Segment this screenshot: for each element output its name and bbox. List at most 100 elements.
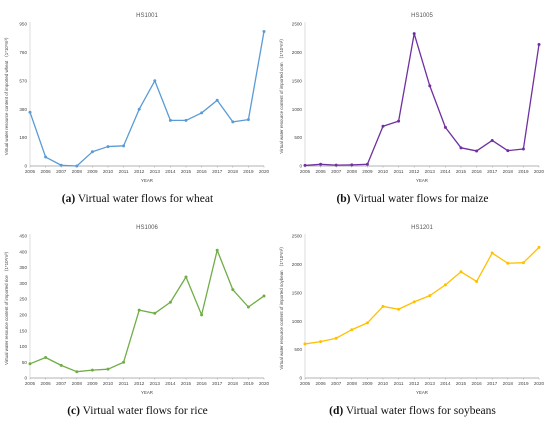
- chart-title: HS1001: [136, 13, 158, 19]
- x-tick-label: 2014: [440, 381, 451, 386]
- chart-panel-wheat: HS1001 0 190 380 570 760 950 2005 2006 2007 2008 20…: [0, 0, 275, 212]
- y-tick-label: 2000: [292, 262, 303, 267]
- x-tick-label: 2009: [362, 381, 373, 386]
- caption-text: Virtual water flows for soybeans: [345, 405, 496, 417]
- y-tick-label: 150: [19, 328, 27, 333]
- data-point: [350, 163, 354, 167]
- x-axis-label: YEAR: [141, 390, 153, 395]
- caption-letter: (c): [67, 405, 80, 417]
- y-tick-label: 500: [294, 347, 302, 352]
- x-tick-label: 2011: [394, 169, 404, 174]
- maize-line-chart: HS1005 0 500 1000 1500 2000 2500 2005 2006 2007 20…: [279, 13, 545, 183]
- x-tick-label: 2010: [103, 381, 114, 386]
- data-point: [521, 261, 525, 265]
- data-point: [153, 79, 157, 83]
- x-axis-label: YEAR: [141, 178, 153, 183]
- x-tick-label: 2009: [87, 169, 98, 174]
- data-point: [490, 138, 494, 142]
- caption-wheat: (a) Virtual water flows for wheat: [0, 193, 275, 205]
- x-tick-label: 2012: [409, 381, 420, 386]
- x-tick-label: 2008: [72, 381, 83, 386]
- x-tick-label: 2014: [165, 169, 176, 174]
- x-tick-label: 2005: [300, 381, 311, 386]
- x-tick-label: 2012: [134, 169, 145, 174]
- caption-letter: (b): [336, 193, 351, 205]
- y-tick-label: 0: [24, 164, 27, 169]
- x-tick-label: 2007: [331, 381, 342, 386]
- chart-panel-soybeans: HS1201 0 500 1000 1500 2000 2500 2005 2006 2007 20…: [275, 212, 550, 424]
- data-point: [106, 367, 110, 371]
- y-tick-label: 1000: [292, 107, 303, 112]
- data-point: [215, 248, 219, 252]
- data-point: [184, 118, 188, 122]
- data-point: [59, 363, 63, 367]
- y-tick-label: 2500: [292, 234, 303, 239]
- y-tick-label: 500: [294, 135, 302, 140]
- y-tick-label: 100: [19, 344, 27, 349]
- data-point: [28, 362, 32, 366]
- x-tick-label: 2014: [165, 381, 176, 386]
- wheat-line-chart: HS1001 0 190 380 570 760 950 2005 2006 2007 2008 20…: [4, 13, 270, 183]
- y-tick-label: 350: [19, 265, 27, 270]
- x-tick-label: 2007: [331, 169, 342, 174]
- data-point: [90, 368, 94, 372]
- data-point: [506, 261, 510, 265]
- x-tick-label: 2011: [119, 381, 129, 386]
- x-tick-label: 2012: [134, 381, 145, 386]
- y-tick-label: 300: [19, 281, 27, 286]
- series-line: [304, 246, 540, 345]
- data-point: [168, 300, 172, 304]
- y-tick-label: 2000: [292, 50, 303, 55]
- data-point: [537, 42, 541, 46]
- data-point: [521, 147, 525, 151]
- x-axis-label: YEAR: [416, 390, 428, 395]
- x-tick-label: 2016: [471, 169, 482, 174]
- soybean-line-chart: HS1201 0 500 1000 1500 2000 2500 2005 2006 2007 20…: [279, 225, 545, 395]
- x-tick-label: 2012: [409, 169, 420, 174]
- y-tick-label: 0: [24, 376, 27, 381]
- chart-title: HS1005: [411, 13, 433, 19]
- data-point: [246, 118, 250, 122]
- x-tick-label: 2015: [456, 169, 467, 174]
- data-point: [184, 275, 188, 279]
- y-tick-label: 450: [19, 234, 27, 239]
- x-tick-label: 2007: [56, 169, 67, 174]
- data-point: [334, 336, 338, 340]
- data-point: [334, 163, 338, 167]
- x-tick-label: 2020: [259, 169, 270, 174]
- data-point: [75, 164, 79, 168]
- x-tick-label: 2013: [425, 169, 436, 174]
- y-tick-label: 760: [19, 50, 27, 55]
- data-point: [365, 162, 369, 166]
- caption-maize: (b) Virtual water flows for maize: [275, 193, 550, 205]
- data-point: [537, 245, 541, 249]
- data-point: [200, 313, 204, 317]
- caption-letter: (a): [61, 193, 76, 205]
- data-point: [459, 146, 463, 150]
- y-tick-label: 0: [299, 164, 302, 169]
- caption-letter: (d): [329, 405, 344, 417]
- y-tick-label: 380: [19, 107, 27, 112]
- x-axis-label: YEAR: [416, 178, 428, 183]
- series-line: [29, 31, 265, 167]
- x-tick-label: 2011: [119, 169, 129, 174]
- data-point: [443, 125, 447, 129]
- x-tick-label: 2019: [518, 169, 529, 174]
- x-tick-label: 2018: [503, 381, 514, 386]
- y-tick-label: 190: [19, 135, 27, 140]
- data-point: [412, 300, 416, 304]
- rice-line-chart: HS1006 0 50 100 150 200 250 300 350 400 450 2005 200…: [4, 225, 270, 395]
- series-line: [304, 33, 540, 167]
- y-axis-label: Virtual water resource content of import…: [279, 244, 284, 369]
- y-tick-label: 400: [19, 249, 27, 254]
- x-tick-label: 2008: [347, 169, 358, 174]
- y-tick-label: 1500: [292, 78, 303, 83]
- y-tick-label: 1500: [292, 290, 303, 295]
- data-point: [59, 163, 63, 167]
- x-tick-label: 2017: [487, 381, 498, 386]
- data-point: [459, 270, 463, 274]
- y-axis-label: Virtual water resource content of import…: [4, 249, 9, 365]
- data-point: [200, 111, 204, 115]
- x-tick-label: 2005: [25, 381, 36, 386]
- x-tick-label: 2017: [487, 169, 498, 174]
